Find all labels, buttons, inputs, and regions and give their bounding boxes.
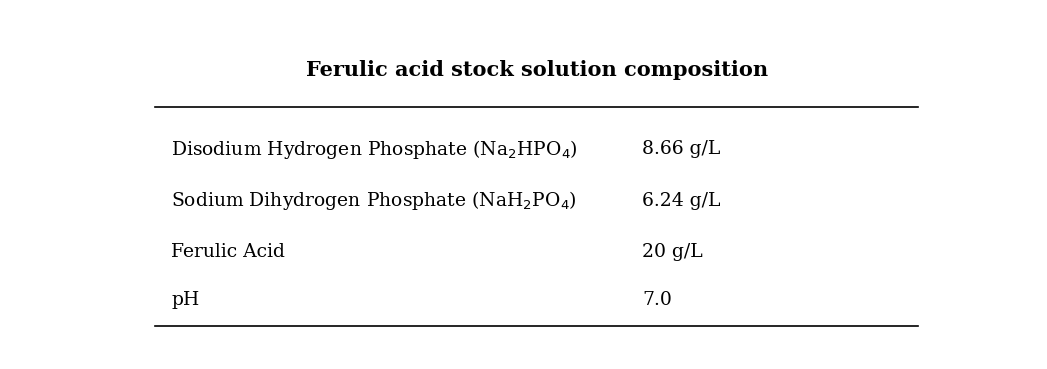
Text: 8.66 g/L: 8.66 g/L bbox=[642, 141, 720, 158]
Text: 20 g/L: 20 g/L bbox=[642, 243, 703, 261]
Text: Ferulic Acid: Ferulic Acid bbox=[172, 243, 286, 261]
Text: Sodium Dihydrogen Phosphate (NaH$_{2}$PO$_{4}$): Sodium Dihydrogen Phosphate (NaH$_{2}$PO… bbox=[172, 189, 577, 212]
Text: pH: pH bbox=[172, 291, 200, 309]
Text: Ferulic acid stock solution composition: Ferulic acid stock solution composition bbox=[306, 60, 767, 80]
Text: 6.24 g/L: 6.24 g/L bbox=[642, 192, 720, 210]
Text: 7.0: 7.0 bbox=[642, 291, 672, 309]
Text: Disodium Hydrogen Phosphate (Na$_{2}$HPO$_{4}$): Disodium Hydrogen Phosphate (Na$_{2}$HPO… bbox=[172, 138, 578, 161]
